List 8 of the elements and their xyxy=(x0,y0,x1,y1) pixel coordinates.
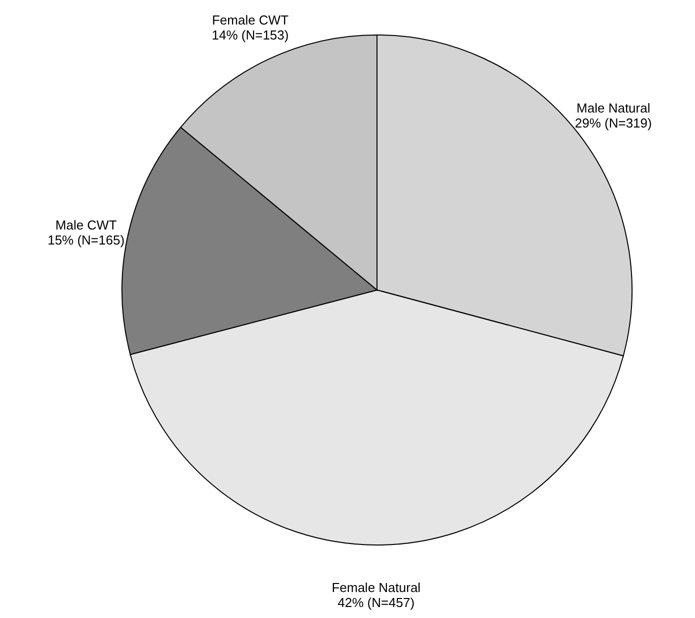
slice-label: Male Natural xyxy=(576,100,650,116)
slice-label: Female Natural xyxy=(332,580,421,595)
data-label: 14% (N=153) xyxy=(212,27,289,42)
data-label: 15% (N=165) xyxy=(48,232,125,248)
data-label: 42% (N=457) xyxy=(338,595,415,610)
data-label: 29% (N=319) xyxy=(574,116,652,131)
slice-label: Male CWT xyxy=(55,217,117,232)
slice-label: Female CWT xyxy=(212,12,289,28)
